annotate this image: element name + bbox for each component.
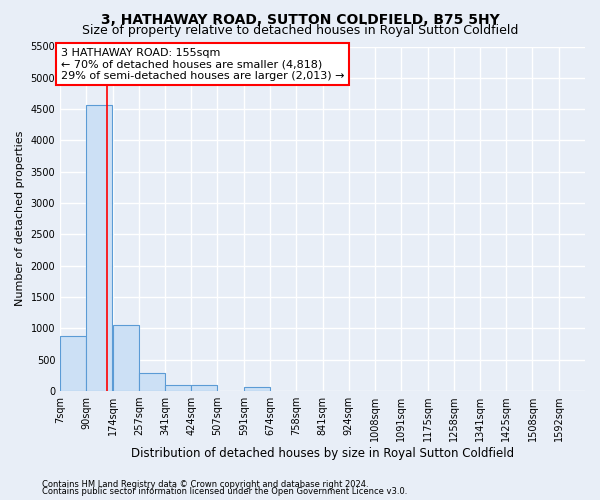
Text: Contains HM Land Registry data © Crown copyright and database right 2024.: Contains HM Land Registry data © Crown c… [42, 480, 368, 489]
Text: Contains public sector information licensed under the Open Government Licence v3: Contains public sector information licen… [42, 487, 407, 496]
Bar [60, 336, 86, 391]
Y-axis label: Number of detached properties: Number of detached properties [15, 131, 25, 306]
X-axis label: Distribution of detached houses by size in Royal Sutton Coldfield: Distribution of detached houses by size … [131, 447, 514, 460]
Bar [139, 373, 165, 391]
Bar [191, 386, 217, 391]
Bar [244, 388, 270, 391]
Bar [86, 106, 112, 391]
Text: 3, HATHAWAY ROAD, SUTTON COLDFIELD, B75 5HY: 3, HATHAWAY ROAD, SUTTON COLDFIELD, B75 … [101, 12, 499, 26]
Bar [165, 386, 191, 391]
Bar [113, 324, 139, 391]
Text: 3 HATHAWAY ROAD: 155sqm
← 70% of detached houses are smaller (4,818)
29% of semi: 3 HATHAWAY ROAD: 155sqm ← 70% of detache… [61, 48, 344, 81]
Text: Size of property relative to detached houses in Royal Sutton Coldfield: Size of property relative to detached ho… [82, 24, 518, 37]
